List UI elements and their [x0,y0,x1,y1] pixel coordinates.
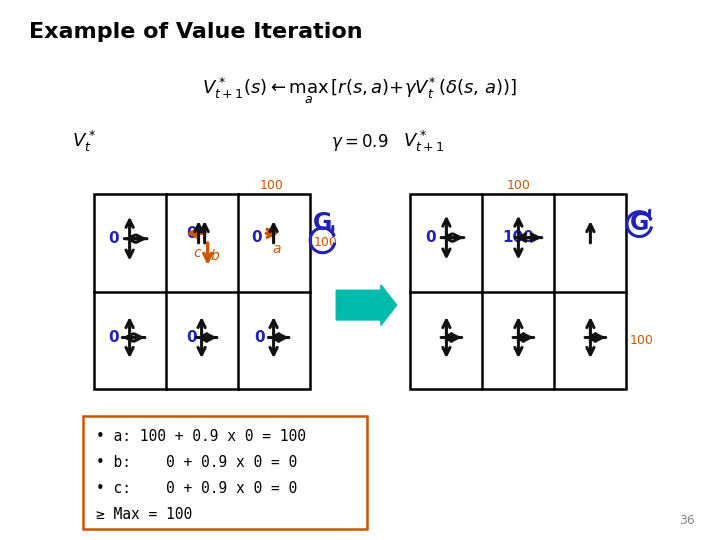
Text: G: G [630,211,649,234]
Text: ≥ Max = 100: ≥ Max = 100 [96,507,192,522]
Text: 0: 0 [425,230,436,245]
Text: • b:    0 + 0.9 x 0 = 0: • b: 0 + 0.9 x 0 = 0 [96,455,297,470]
Text: $V^*_{t+1}$: $V^*_{t+1}$ [403,129,445,154]
Text: 100: 100 [630,334,654,347]
Text: c: c [194,246,202,260]
Text: 0: 0 [254,330,265,345]
FancyArrow shape [336,285,397,325]
Bar [94,194,310,389]
Text: 100: 100 [313,237,337,249]
Text: G: G [313,211,332,234]
Text: • a: 100 + 0.9 x 0 = 100: • a: 100 + 0.9 x 0 = 100 [96,429,306,444]
Text: Example of Value Iteration: Example of Value Iteration [29,22,362,42]
Text: 0: 0 [186,226,197,241]
Text: 100: 100 [506,179,531,192]
Text: $V^*_{t+1}(s) \leftarrow \max_a\,[r(s,a) + \gamma V^*_t(\delta(s,\, a))]$: $V^*_{t+1}(s) \leftarrow \max_a\,[r(s,a)… [202,76,518,106]
Text: 0: 0 [186,330,197,345]
Text: 0: 0 [251,230,262,245]
Text: $V^*_t$: $V^*_t$ [72,129,96,154]
Text: 0: 0 [108,330,119,345]
Text: 0: 0 [108,231,119,246]
Text: 100: 100 [260,179,284,192]
Text: a: a [272,242,281,256]
Text: $\gamma = 0.9$: $\gamma = 0.9$ [331,132,389,153]
Bar [410,194,626,389]
Text: 36: 36 [679,514,695,526]
Text: 100: 100 [503,230,534,245]
Text: • c:    0 + 0.9 x 0 = 0: • c: 0 + 0.9 x 0 = 0 [96,481,297,496]
Text: b: b [210,249,219,264]
